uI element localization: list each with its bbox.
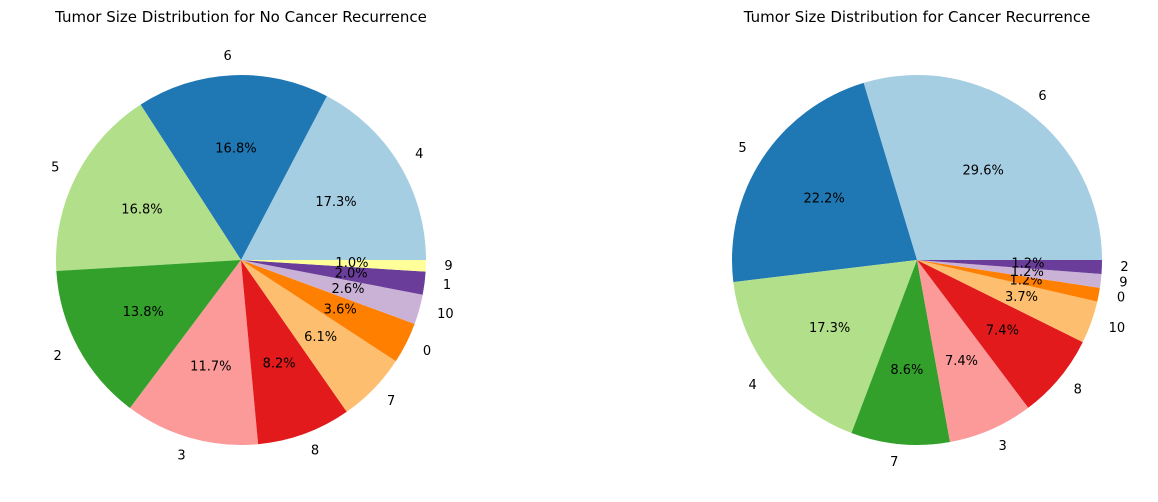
pie-slices-no-recurrence: 4 17.3% 6 16.8% 5 16.8% 2 13.8% 3 11.7% 8 8.2% 7 6.1%…	[51, 49, 453, 463]
pie-chart-no-recurrence: Tumor Size Distribution for No Cancer Re…	[51, 8, 453, 463]
pie-slice-1-8	[917, 260, 1083, 408]
slice-pct-1-6: 29.6%	[963, 163, 1004, 178]
slice-pct-1-10: 3.7%	[1005, 290, 1038, 305]
pie-slice-1-2	[917, 260, 1102, 274]
slice-label-1-2: 2	[1120, 260, 1128, 275]
slice-pct-1-2: 1.2%	[1011, 257, 1044, 272]
slice-pct-0-2: 13.8%	[123, 305, 164, 320]
slice-pct-0-8: 8.2%	[263, 357, 296, 372]
slice-label-1-3: 3	[999, 439, 1007, 454]
chart-title-recurrence: Tumor Size Distribution for Cancer Recur…	[743, 8, 1091, 26]
slice-label-1-6: 6	[1038, 89, 1046, 104]
pie-slice-1-3	[917, 260, 1029, 443]
slice-label-0-10: 10	[437, 307, 454, 322]
slice-pct-0-7: 6.1%	[304, 330, 337, 345]
chart-title-no-recurrence: Tumor Size Distribution for No Cancer Re…	[54, 8, 427, 26]
pie-slice-1-7	[851, 260, 951, 445]
pie-slice-1-4	[733, 260, 917, 434]
slice-label-0-3: 3	[177, 448, 185, 463]
pie-slices-recurrence: 6 29.6% 5 22.2% 4 17.3% 7 8.6% 3 7.4% 8 7.4% 10 3.7% 0…	[732, 75, 1129, 470]
slice-label-1-8: 8	[1074, 382, 1082, 397]
slice-label-0-1: 1	[443, 278, 451, 293]
slice-label-0-8: 8	[311, 444, 319, 459]
pie-slice-1-9	[917, 260, 1102, 288]
pie-slice-0-8	[241, 260, 347, 445]
pie-slice-1-6	[863, 75, 1102, 260]
slice-pct-0-5: 16.8%	[121, 202, 162, 217]
pie-chart-recurrence: Tumor Size Distribution for Cancer Recur…	[732, 8, 1129, 470]
slice-pct-1-7: 8.6%	[890, 363, 923, 378]
slice-label-0-4: 4	[415, 147, 423, 162]
slice-pct-0-0: 3.6%	[324, 302, 357, 317]
pie-slice-1-0	[917, 260, 1100, 302]
slice-pct-0-1: 2.0%	[335, 266, 368, 281]
slice-pct-1-4: 17.3%	[809, 321, 850, 336]
slice-label-1-9: 9	[1119, 276, 1127, 291]
slice-label-0-7: 7	[387, 394, 395, 409]
slice-label-1-10: 10	[1109, 321, 1126, 336]
slice-pct-0-6: 16.8%	[215, 142, 256, 157]
pie-slice-0-5	[56, 104, 241, 272]
pie-slice-0-10	[241, 260, 423, 324]
pie-slice-1-10	[917, 260, 1098, 343]
pie-slice-0-2	[56, 260, 241, 409]
slice-pct-0-9: 1.0%	[335, 256, 368, 271]
slice-pct-0-4: 17.3%	[315, 195, 356, 210]
pie-slice-0-9	[241, 260, 426, 272]
slice-label-0-6: 6	[223, 49, 231, 64]
slice-label-0-5: 5	[51, 161, 59, 176]
pie-slice-0-3	[130, 260, 259, 445]
slice-label-0-9: 9	[444, 259, 452, 274]
slice-label-1-0: 0	[1117, 291, 1125, 306]
slice-pct-1-5: 22.2%	[803, 192, 844, 207]
pie-slice-0-0	[241, 260, 415, 362]
slice-pct-0-3: 11.7%	[190, 359, 231, 374]
pie-slice-0-4	[241, 96, 426, 260]
slice-label-0-2: 2	[54, 349, 62, 364]
slice-label-0-0: 0	[423, 344, 431, 359]
pie-slice-0-7	[241, 260, 396, 412]
slice-pct-1-3: 7.4%	[945, 354, 978, 369]
pie-slice-1-5	[732, 82, 917, 283]
slice-label-1-5: 5	[738, 141, 746, 156]
pie-slice-0-1	[241, 260, 426, 295]
slice-label-1-7: 7	[890, 455, 898, 470]
pie-slice-0-6	[140, 75, 327, 261]
slice-pct-0-10: 2.6%	[331, 282, 364, 297]
slice-label-1-4: 4	[748, 378, 756, 393]
slice-pct-1-8: 7.4%	[986, 323, 1019, 338]
